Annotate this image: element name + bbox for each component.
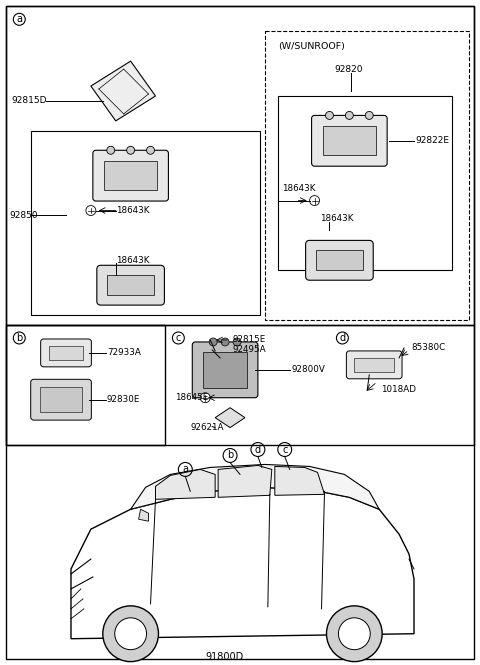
Bar	[323, 126, 376, 155]
Text: c: c	[176, 333, 181, 343]
Polygon shape	[156, 469, 215, 499]
Bar	[48, 346, 84, 360]
Circle shape	[209, 338, 217, 346]
FancyBboxPatch shape	[312, 116, 387, 166]
FancyBboxPatch shape	[347, 351, 402, 379]
Text: 18643K: 18643K	[320, 214, 353, 223]
Bar	[40, 387, 83, 412]
Text: 92495A: 92495A	[232, 345, 265, 354]
FancyBboxPatch shape	[31, 379, 91, 420]
Polygon shape	[131, 464, 379, 509]
Text: b: b	[227, 450, 233, 460]
Circle shape	[338, 618, 370, 650]
FancyBboxPatch shape	[93, 150, 168, 201]
Text: 18645E: 18645E	[175, 393, 209, 402]
Text: a: a	[16, 15, 22, 25]
Circle shape	[115, 618, 146, 650]
Text: 92822E: 92822E	[415, 136, 449, 146]
Circle shape	[310, 196, 320, 205]
Circle shape	[103, 606, 158, 662]
FancyBboxPatch shape	[97, 265, 165, 305]
Polygon shape	[218, 465, 272, 497]
Circle shape	[365, 112, 373, 120]
Circle shape	[86, 205, 96, 215]
Text: 92815D: 92815D	[12, 96, 47, 106]
Bar	[107, 275, 155, 295]
Circle shape	[107, 146, 115, 154]
Text: 91800D: 91800D	[205, 652, 243, 662]
Text: 92820: 92820	[335, 65, 363, 74]
Circle shape	[325, 112, 334, 120]
Text: 92815E: 92815E	[232, 335, 265, 344]
Text: (W/SUNROOF): (W/SUNROOF)	[278, 42, 345, 51]
Bar	[265, 31, 468, 320]
Polygon shape	[275, 466, 324, 495]
Bar	[6, 325, 166, 444]
Circle shape	[346, 112, 353, 120]
FancyBboxPatch shape	[306, 240, 373, 280]
Text: a: a	[182, 464, 188, 474]
Circle shape	[221, 338, 229, 346]
Text: d: d	[255, 444, 261, 454]
Bar	[278, 96, 452, 270]
Polygon shape	[71, 487, 414, 638]
Polygon shape	[215, 408, 245, 428]
Text: 92800V: 92800V	[292, 365, 325, 374]
Text: 72933A: 72933A	[107, 348, 141, 357]
Bar	[6, 7, 474, 325]
FancyBboxPatch shape	[192, 342, 258, 398]
Circle shape	[127, 146, 134, 154]
Circle shape	[233, 338, 241, 346]
Bar	[6, 325, 474, 444]
Circle shape	[200, 393, 210, 403]
FancyBboxPatch shape	[41, 339, 91, 367]
Bar	[354, 358, 394, 372]
Text: 18643K: 18643K	[116, 256, 149, 265]
Text: b: b	[16, 333, 23, 343]
Bar	[104, 161, 157, 190]
Text: c: c	[282, 444, 288, 454]
Polygon shape	[91, 61, 156, 121]
Text: 1018AD: 1018AD	[381, 385, 416, 394]
Text: 85380C: 85380C	[411, 343, 445, 352]
Text: 18643K: 18643K	[116, 206, 149, 215]
Circle shape	[146, 146, 155, 154]
Text: 92621A: 92621A	[190, 423, 224, 432]
Bar	[31, 131, 260, 315]
Bar	[203, 352, 247, 388]
Text: 92850: 92850	[9, 211, 38, 220]
Text: 92830E: 92830E	[107, 395, 140, 404]
Text: d: d	[339, 333, 346, 343]
Text: 18643K: 18643K	[282, 184, 315, 193]
Circle shape	[326, 606, 382, 662]
Polygon shape	[139, 509, 148, 521]
Bar	[315, 250, 363, 270]
